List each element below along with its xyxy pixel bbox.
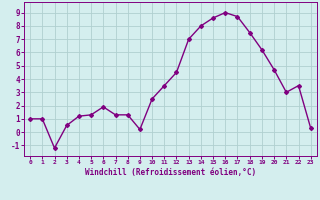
X-axis label: Windchill (Refroidissement éolien,°C): Windchill (Refroidissement éolien,°C) (85, 168, 256, 177)
